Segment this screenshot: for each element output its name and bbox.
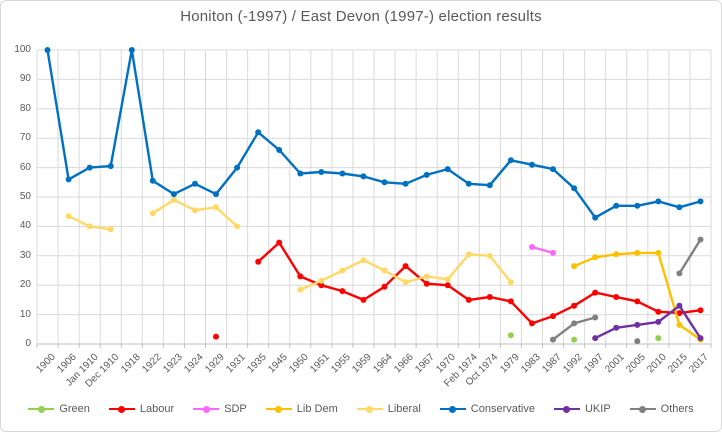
legend-label: UKIP [584,403,611,415]
series-lib-dem [571,249,704,343]
legend-marker-icon [439,405,466,413]
legend-label: Lib Dem [296,403,338,415]
legend-label: Green [59,403,90,415]
y-axis-tick-label: 10 [19,308,31,320]
chart-title: Honiton (-1997) / East Devon (1997-) ele… [180,8,542,25]
y-axis-tick-label: 0 [25,338,31,349]
y-axis-tick-label: 50 [19,191,31,202]
legend-marker-icon [28,405,55,413]
legend-label: SDP [224,403,247,415]
y-axis-tick-label: 80 [19,102,31,114]
legend-marker-icon [108,405,135,413]
legend-item-others: Others [629,403,694,415]
chart-legend: Green Labour SDP Lib Dem Liberal Conservative… [1,403,721,415]
series-ukip [592,302,704,342]
y-axis-tick-label: 90 [19,73,31,85]
legend-item-conservative: Conservative [439,403,535,415]
legend-label: Labour [139,403,175,415]
legend-item-sdp: SDP [193,403,247,415]
legend-item-labour: Labour [108,403,175,415]
y-axis-tick-label: 70 [19,132,31,144]
legend-marker-icon [356,405,383,413]
series-liberal [65,196,514,293]
legend-marker-icon [629,405,656,413]
x-axis [36,343,712,348]
legend-item-ukip: UKIP [553,403,611,415]
legend-label: Others [660,403,694,415]
legend-item-liberal: Liberal [356,403,421,415]
legend-marker-icon [193,405,220,413]
y-axis-tick-label: 40 [19,220,31,232]
legend-marker-icon [265,405,292,413]
series-conservative [44,47,704,221]
series-sdp [529,244,556,256]
y-axis-tick-label: 100 [14,44,31,55]
series-labour [213,239,704,340]
legend-item-lib-dem: Lib Dem [265,403,338,415]
series-others [550,236,704,345]
legend-item-green: Green [28,403,90,415]
y-axis-tick-label: 60 [19,161,31,173]
y-axis-tick-label: 30 [19,249,31,261]
legend-label: Conservative [470,403,535,415]
legend-label: Liberal [387,403,421,415]
y-axis-tick-label: 20 [19,279,31,291]
legend-marker-icon [553,405,580,413]
series-green [507,332,662,343]
